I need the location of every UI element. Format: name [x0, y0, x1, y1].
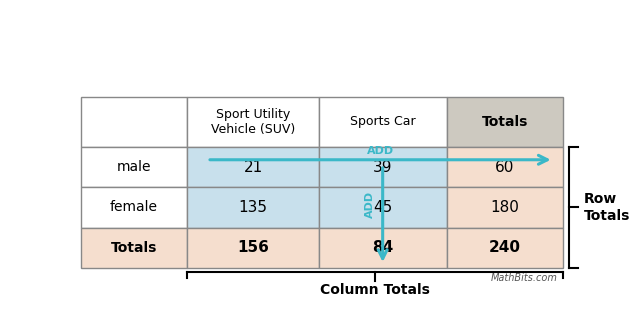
Bar: [187, 147, 318, 187]
Bar: [447, 187, 562, 228]
Text: MathBits.com: MathBits.com: [491, 273, 558, 283]
Text: female: female: [110, 200, 158, 215]
Text: Sport Utility
Vehicle (SUV): Sport Utility Vehicle (SUV): [211, 108, 295, 136]
Text: Totals: Totals: [111, 241, 157, 255]
Text: 45: 45: [373, 200, 392, 215]
Text: 60: 60: [495, 159, 515, 174]
Bar: [187, 187, 318, 228]
Bar: [81, 147, 187, 187]
Bar: [318, 187, 447, 228]
Text: 84: 84: [372, 240, 393, 255]
Bar: [318, 228, 447, 268]
Text: 180: 180: [490, 200, 519, 215]
Text: ADD: ADD: [366, 191, 375, 218]
Bar: [187, 228, 318, 268]
Text: 135: 135: [238, 200, 268, 215]
Text: Sports Car: Sports Car: [350, 115, 415, 128]
Text: 156: 156: [237, 240, 269, 255]
Text: ADD: ADD: [367, 146, 394, 156]
Bar: [447, 97, 562, 147]
Bar: [447, 228, 562, 268]
Text: Totals: Totals: [482, 115, 528, 129]
Bar: [318, 97, 447, 147]
Text: 240: 240: [489, 240, 520, 255]
Text: 39: 39: [373, 159, 392, 174]
Bar: [187, 97, 318, 147]
Bar: [81, 97, 187, 147]
Text: Row
Totals: Row Totals: [584, 192, 631, 223]
Text: Column Totals: Column Totals: [320, 283, 430, 297]
Bar: [318, 147, 447, 187]
Text: 21: 21: [243, 159, 262, 174]
Text: male: male: [117, 160, 152, 174]
Bar: [447, 147, 562, 187]
Bar: [81, 228, 187, 268]
Bar: [81, 187, 187, 228]
